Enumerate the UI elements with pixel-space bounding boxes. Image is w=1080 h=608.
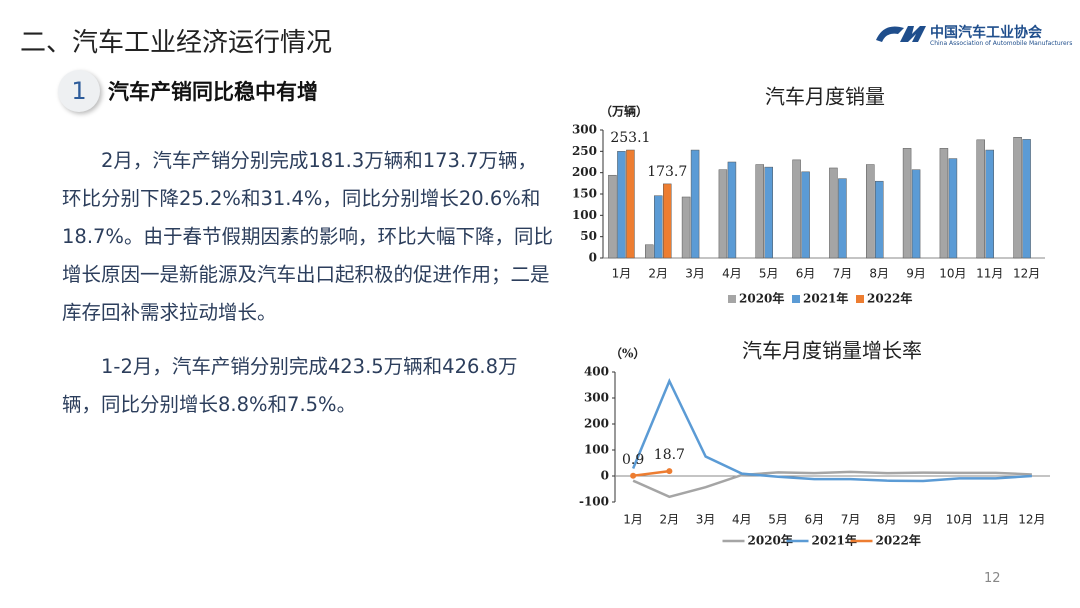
y-tick-label: 250 (572, 144, 597, 158)
x-tick-label: 8月 (869, 267, 889, 281)
x-tick-label: 3月 (696, 513, 716, 527)
legend-label: 2021年 (803, 291, 848, 306)
legend-label: 2022年 (867, 291, 912, 306)
line (632, 469, 670, 478)
y-tick-label: 300 (572, 123, 597, 137)
chart-title: 汽车月度销量增长率 (742, 339, 922, 363)
legend-label: 2022年 (876, 533, 921, 548)
y-tick-label: 50 (580, 229, 597, 243)
x-tick-label: 8月 (877, 513, 897, 527)
bar (1013, 137, 1022, 259)
bar (681, 196, 691, 259)
x-tick-label: 6月 (805, 513, 825, 527)
bar (875, 180, 884, 259)
bar (939, 148, 949, 259)
bar (764, 166, 773, 259)
y-tick-label: 200 (584, 417, 609, 431)
x-tick-label: 1月 (623, 513, 643, 527)
marker (666, 468, 673, 475)
y-axis-label: （%） (610, 346, 645, 361)
body-text: 2月，汽车产销分别完成181.3万辆和173.7万辆，环比分别下降25.2%和3… (62, 142, 554, 440)
bar (829, 167, 838, 259)
bar (902, 148, 912, 259)
bar (645, 244, 654, 259)
section-heading: 汽车产销同比稳中有增 (108, 80, 318, 104)
y-tick-label: 150 (572, 187, 597, 201)
legend-swatch (792, 295, 800, 303)
bar (718, 169, 728, 259)
chart-title: 汽车月度销量 (765, 85, 885, 109)
y-tick-label: 100 (584, 443, 609, 457)
bar (866, 164, 875, 259)
x-tick-label: 4月 (722, 267, 742, 281)
line (632, 470, 1032, 499)
x-tick-label: 7月 (841, 513, 861, 527)
bar (948, 158, 958, 259)
x-tick-label: 5月 (768, 513, 788, 527)
bar (617, 151, 626, 259)
x-tick-label: 3月 (685, 267, 705, 281)
logo-mark (876, 26, 926, 42)
logo-subtext: China Association of Automobile Manufact… (930, 40, 1073, 47)
bar (838, 178, 847, 259)
x-tick-label: 4月 (732, 513, 752, 527)
y-tick-label: 200 (572, 165, 597, 179)
y-tick-label: 100 (572, 208, 597, 222)
bar (608, 174, 617, 259)
paragraph: 1-2月，汽车产销分别完成423.5万辆和426.8万辆，同比分别增长8.8%和… (62, 355, 518, 416)
x-tick-label: 10月 (939, 267, 966, 281)
data-label: 253.1 (610, 130, 650, 146)
bar (727, 161, 737, 259)
y-tick-label: 400 (584, 365, 609, 379)
x-tick-label: 9月 (906, 267, 926, 281)
page-number: 12 (984, 571, 1001, 586)
x-tick-label: 12月 (1013, 267, 1040, 281)
legend-label: 2021年 (812, 533, 857, 548)
data-label: 18.7 (654, 447, 685, 463)
legend-swatch (728, 295, 736, 303)
paragraph: 2月，汽车产销分别完成181.3万辆和173.7万辆，环比分别下降25.2%和3… (62, 149, 553, 324)
bar (1022, 139, 1031, 259)
x-tick-label: 12月 (1018, 513, 1045, 527)
section-number: 1 (58, 70, 100, 112)
marker (630, 472, 637, 479)
bar (690, 149, 700, 259)
data-label: 173.7 (647, 164, 687, 180)
x-tick-label: 1月 (612, 267, 632, 281)
x-tick-label: 11月 (982, 513, 1009, 527)
bar (911, 169, 921, 259)
x-tick-label: 5月 (759, 267, 779, 281)
bar (801, 171, 810, 259)
y-tick-label: 0 (601, 469, 609, 483)
y-tick-label: 0 (589, 251, 597, 265)
bar (626, 149, 635, 259)
legend-label: 2020年 (748, 533, 793, 548)
legend-swatch (856, 295, 864, 303)
x-tick-label: 2月 (648, 267, 668, 281)
line (631, 378, 1032, 483)
x-tick-label: 11月 (976, 267, 1003, 281)
bar (976, 139, 985, 259)
bar (792, 159, 801, 259)
y-tick-label: -100 (579, 495, 609, 509)
legend-label: 2020年 (739, 291, 784, 306)
x-tick-label: 10月 (946, 513, 973, 527)
bar (654, 195, 663, 259)
bar (663, 183, 672, 259)
x-tick-label: 7月 (833, 267, 853, 281)
slide-title: 二、汽车工业经济运行情况 (20, 28, 333, 58)
x-tick-label: 9月 (913, 513, 933, 527)
bar (755, 164, 764, 259)
y-tick-label: 300 (584, 391, 609, 405)
bar (985, 149, 994, 259)
data-label: 0.9 (622, 452, 644, 468)
logo-text: 中国汽车工业协会 (930, 25, 1042, 41)
y-axis-label: （万辆） (600, 104, 648, 119)
x-tick-label: 2月 (660, 513, 680, 527)
x-tick-label: 6月 (796, 267, 816, 281)
